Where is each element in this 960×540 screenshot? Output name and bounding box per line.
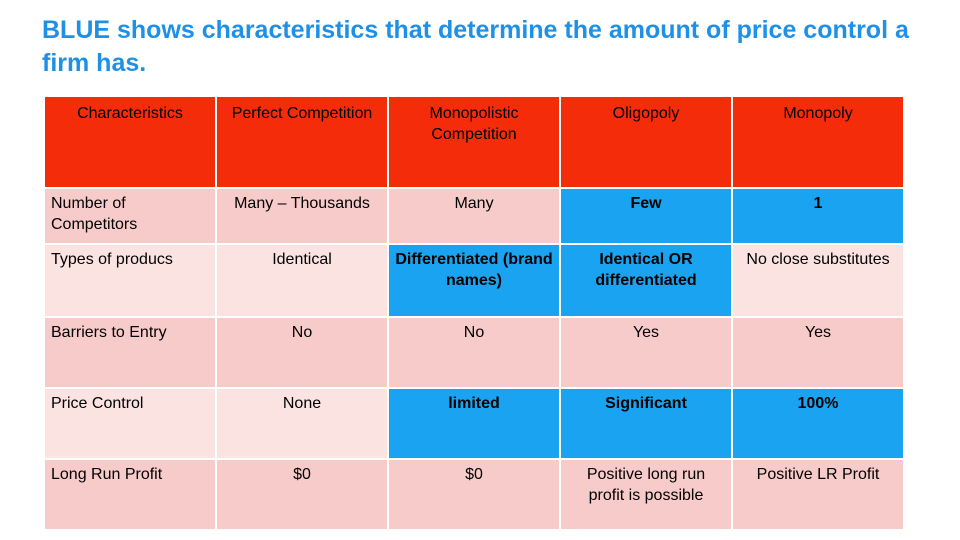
table-cell-highlight: limited bbox=[387, 387, 561, 460]
table-cell: Yes bbox=[731, 316, 905, 389]
table-cell: Positive long run profit is possible bbox=[559, 458, 733, 531]
row-label: Number of Competitors bbox=[43, 187, 217, 245]
table-cell: No close substitutes bbox=[731, 243, 905, 318]
market-structure-table: Characteristics Perfect Competition Mono… bbox=[43, 95, 905, 531]
header-monopolistic-competition: Monopolistic Competition bbox=[387, 95, 561, 189]
table-cell: Identical bbox=[215, 243, 389, 318]
table-cell: No bbox=[215, 316, 389, 389]
table-cell: No bbox=[387, 316, 561, 389]
header-characteristics: Characteristics bbox=[43, 95, 217, 189]
table-cell-highlight: Differentiated (brand names) bbox=[387, 243, 561, 318]
row-label: Long Run Profit bbox=[43, 458, 217, 531]
header-monopoly: Monopoly bbox=[731, 95, 905, 189]
table-row: Barriers to Entry No No Yes Yes bbox=[43, 316, 905, 389]
table-row: Price Control None limited Significant 1… bbox=[43, 387, 905, 460]
table-row: Types of producs Identical Differentiate… bbox=[43, 243, 905, 318]
header-oligopoly: Oligopoly bbox=[559, 95, 733, 189]
table-cell-highlight: 1 bbox=[731, 187, 905, 245]
table-cell: $0 bbox=[387, 458, 561, 531]
row-label: Types of producs bbox=[43, 243, 217, 318]
table-cell: None bbox=[215, 387, 389, 460]
table-cell-highlight: 100% bbox=[731, 387, 905, 460]
page-title: BLUE shows characteristics that determin… bbox=[42, 16, 909, 77]
table-cell: $0 bbox=[215, 458, 389, 531]
table-cell-highlight: Significant bbox=[559, 387, 733, 460]
header-perfect-competition: Perfect Competition bbox=[215, 95, 389, 189]
table-cell: Positive LR Profit bbox=[731, 458, 905, 531]
row-label: Price Control bbox=[43, 387, 217, 460]
table-cell: Yes bbox=[559, 316, 733, 389]
table-cell-highlight: Few bbox=[559, 187, 733, 245]
table-row: Number of Competitors Many – Thousands M… bbox=[43, 187, 905, 245]
table-header-row: Characteristics Perfect Competition Mono… bbox=[43, 95, 905, 189]
table-row: Long Run Profit $0 $0 Positive long run … bbox=[43, 458, 905, 531]
table-cell: Many – Thousands bbox=[215, 187, 389, 245]
table-cell-highlight: Identical OR differentiated bbox=[559, 243, 733, 318]
table-cell: Many bbox=[387, 187, 561, 245]
row-label: Barriers to Entry bbox=[43, 316, 217, 389]
